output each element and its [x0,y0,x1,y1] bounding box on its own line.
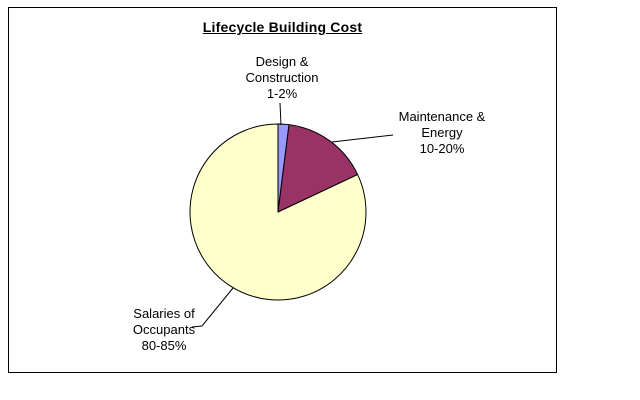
chart-title: Lifecycle Building Cost [202,19,363,35]
pie-slices [189,123,367,301]
pie-slice-maintenance-energy [277,124,359,213]
slice-label-salaries-occupants: Salaries of Occupants 80-85% [132,306,196,353]
chart-frame: Lifecycle Building Cost Design & Constru… [8,7,557,373]
slice-label-design-construction: Design & Construction 1-2% [245,54,319,101]
leader-line-maintenance-energy [331,134,394,143]
leader-line-design-construction [279,102,282,126]
pie-chart [189,102,394,328]
slice-label-maintenance-energy: Maintenance & Energy 10-20% [398,109,486,156]
leader-line-salaries-occupants [191,287,234,328]
pie-slice-salaries-of-occupants [189,123,367,301]
